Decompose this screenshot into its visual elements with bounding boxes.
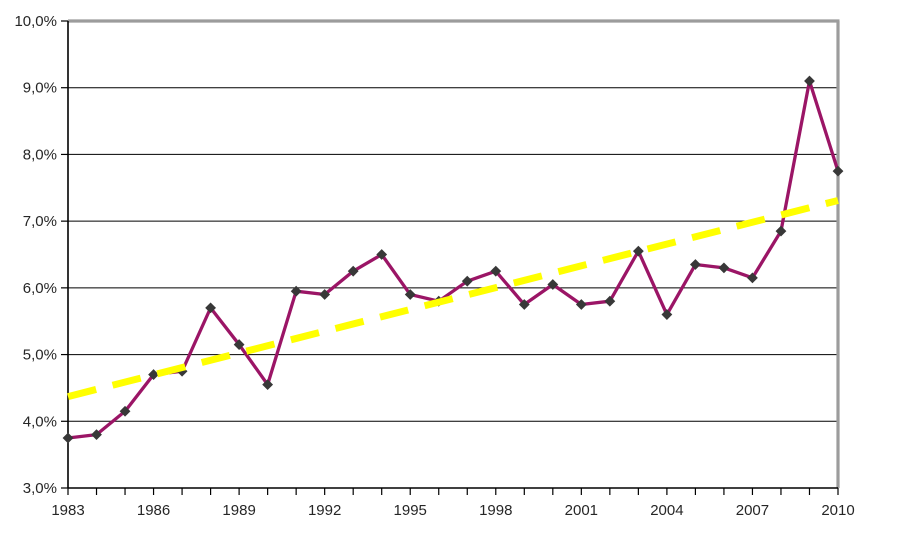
data-point-marker	[119, 405, 131, 417]
y-tick-label: 8,0%	[23, 146, 57, 163]
y-tick-label: 5,0%	[23, 347, 57, 364]
trend-line	[67, 197, 839, 400]
data-point-marker	[490, 265, 502, 277]
y-tick-label: 9,0%	[23, 80, 57, 97]
data-point-marker	[832, 165, 844, 177]
data-point-marker	[804, 75, 815, 87]
y-tick-label: 10,0%	[14, 13, 57, 30]
data-point-marker	[604, 295, 616, 307]
data-point-marker	[661, 309, 673, 320]
y-tick-label: 6,0%	[23, 280, 57, 297]
x-tick-label: 1989	[222, 502, 255, 519]
data-point-marker	[690, 259, 701, 270]
y-tick-label: 7,0%	[23, 213, 57, 230]
data-point-marker	[347, 265, 359, 277]
data-point-marker	[62, 432, 74, 444]
data-point-marker	[632, 245, 644, 257]
data-point-marker	[205, 302, 216, 314]
data-point-marker	[461, 275, 473, 287]
data-point-marker	[775, 225, 787, 237]
x-tick-label: 2010	[821, 502, 854, 519]
data-point-marker	[718, 262, 730, 274]
data-point-marker	[518, 299, 530, 310]
y-tick-label: 4,0%	[23, 413, 57, 430]
y-tick-label: 3,0%	[23, 480, 57, 497]
data-point-marker	[148, 369, 159, 380]
data-series-line	[66, 79, 840, 440]
x-tick-label: 2007	[736, 502, 769, 519]
data-point-marker	[376, 249, 388, 260]
data-point-marker	[233, 339, 245, 350]
data-point-marker	[747, 272, 758, 284]
data-point-marker	[404, 289, 416, 300]
data-point-marker	[547, 279, 559, 290]
x-tick-label: 1986	[137, 502, 170, 519]
x-tick-label: 1998	[479, 502, 512, 519]
plot-area	[68, 21, 838, 488]
data-point-marker	[262, 379, 274, 390]
data-point-marker	[319, 289, 331, 300]
x-tick-label: 1992	[308, 502, 341, 519]
x-tick-label: 1983	[51, 502, 84, 519]
data-point-marker	[290, 285, 302, 297]
data-point-marker	[176, 365, 188, 377]
x-tick-label: 1995	[394, 502, 427, 519]
data-point-marker	[91, 429, 102, 441]
x-tick-label: 2001	[565, 502, 598, 519]
x-tick-label: 2004	[650, 502, 683, 519]
data-point-marker	[575, 299, 587, 310]
